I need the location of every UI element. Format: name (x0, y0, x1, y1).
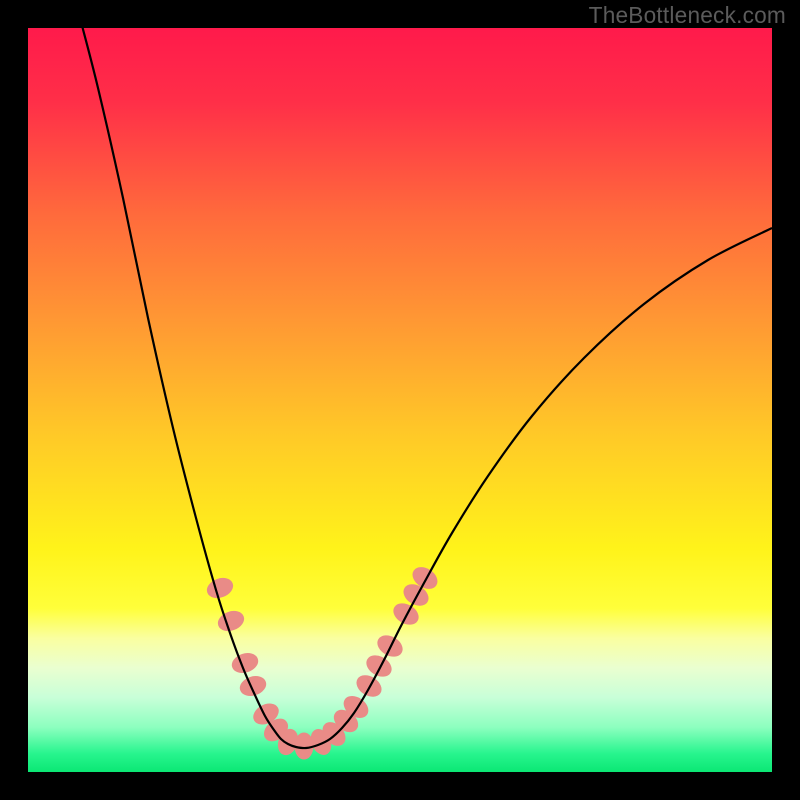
plot-area (28, 28, 772, 772)
bottleneck-curve (80, 28, 772, 748)
bead-icon (205, 575, 236, 601)
curve-layer (28, 28, 772, 772)
bead-icon (295, 733, 313, 759)
bead-icon (216, 608, 247, 634)
bead-icon (238, 673, 268, 698)
watermark-text: TheBottleneck.com (589, 2, 786, 29)
chart-frame: TheBottleneck.com (0, 0, 800, 800)
